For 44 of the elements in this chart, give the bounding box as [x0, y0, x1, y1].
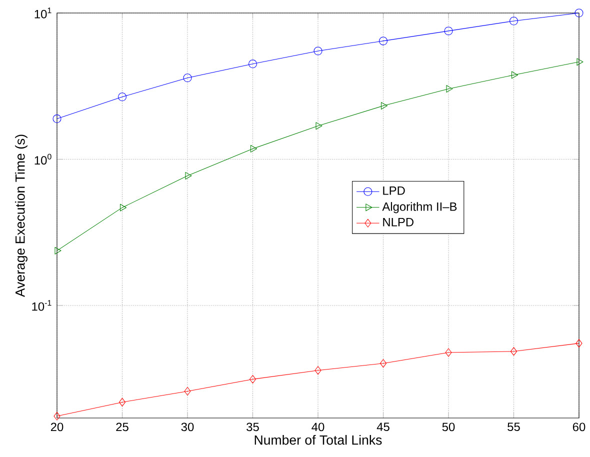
y-tick-label: 10$^{0}$: [34, 154, 52, 165]
point: [380, 359, 387, 368]
x-tick-label: 35: [246, 422, 259, 432]
legend-label: Algorithm II–B: [382, 202, 457, 214]
x-axis-title: Number of Total Links: [254, 434, 382, 445]
point: [576, 58, 584, 66]
point: [120, 204, 126, 212]
legend-label: NLPD: [383, 218, 414, 226]
x-tick-label: 50: [442, 422, 455, 432]
point: [510, 347, 518, 356]
point: [314, 46, 322, 56]
point: [54, 246, 62, 254]
point: [248, 60, 257, 68]
point: [118, 92, 126, 102]
point: [250, 145, 257, 152]
x-tick-label: 45: [376, 422, 390, 432]
point: [249, 374, 256, 384]
point: [185, 172, 192, 180]
point: [574, 8, 584, 18]
point: [445, 348, 452, 357]
point: [52, 114, 62, 124]
x-tick-label: 40: [312, 422, 324, 432]
point: [576, 339, 582, 348]
point: [380, 102, 388, 110]
y-tick-label: 10$^{1}$: [34, 8, 52, 18]
point: [184, 387, 191, 396]
point: [314, 366, 322, 375]
point: [446, 85, 453, 93]
x-tick-label: 60: [572, 422, 586, 432]
x-tick-label: 30: [181, 422, 194, 432]
x-tick-label: 25: [116, 422, 128, 432]
x-tick-label: 20: [50, 422, 64, 432]
point: [183, 74, 192, 82]
point: [511, 71, 518, 79]
y-tick-label: 10$^{-1}$: [32, 300, 52, 311]
legend-label: LPD: [383, 186, 405, 195]
point: [510, 16, 518, 26]
point: [379, 36, 388, 46]
point: [444, 26, 453, 36]
point: [316, 122, 322, 130]
point: [54, 412, 60, 420]
y-axis-title: Average Execution Time (s): [15, 134, 28, 298]
x-tick-label: 55: [508, 422, 520, 432]
point: [118, 398, 126, 406]
